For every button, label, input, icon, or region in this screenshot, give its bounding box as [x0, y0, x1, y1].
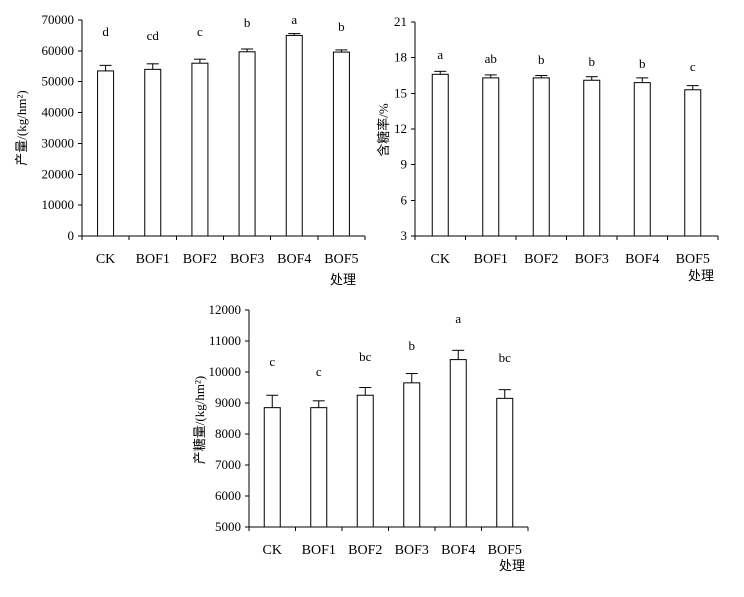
bar — [532, 77, 550, 237]
x-tick-label: BOF4 — [625, 252, 659, 267]
y-tick-label: 10000 — [209, 364, 242, 379]
significance-letter: a — [291, 12, 297, 27]
x-tick-label: BOF2 — [524, 252, 558, 267]
y-tick-label: 6000 — [215, 488, 241, 503]
y-tick-label: 50000 — [42, 74, 75, 89]
bar — [332, 51, 350, 237]
bar — [97, 70, 115, 237]
y-tick-label: 70000 — [42, 12, 75, 27]
significance-letter: c — [197, 24, 203, 39]
y-tick-label: 18 — [394, 50, 407, 65]
bar — [238, 51, 256, 237]
significance-letter: b — [589, 54, 596, 69]
bar — [144, 68, 162, 237]
significance-letter: b — [409, 338, 416, 353]
x-tick-label: CK — [263, 543, 282, 558]
y-tick-label: 21 — [394, 14, 407, 29]
x-tick-label: BOF1 — [302, 543, 336, 558]
y-axis-label: 产量/(kg/hm²) — [14, 90, 29, 165]
bar — [431, 73, 449, 237]
chart-yield: 0 10000 20000 30000 40000 50000 60000 70000 d CK c… — [14, 12, 366, 287]
x-axis-label: 处理 — [499, 558, 525, 573]
x-tick-label: BOF2 — [183, 252, 217, 267]
y-tick-label: 5000 — [215, 519, 241, 534]
y-tick-label: 0 — [68, 228, 75, 243]
x-tick-label: BOF5 — [324, 252, 358, 267]
y-tick-label: 15 — [394, 85, 407, 100]
significance-letter: d — [102, 24, 109, 39]
x-axis-label: 处理 — [330, 272, 356, 287]
chart-sugar-yield: 5000 6000 7000 8000 9000 10000 11000 12000 c CK c B… — [192, 302, 529, 573]
significance-letter: bc — [359, 349, 372, 364]
bar — [496, 397, 514, 528]
bar — [583, 79, 601, 237]
x-tick-label: BOF2 — [348, 543, 382, 558]
bar — [684, 89, 702, 237]
bar — [310, 407, 328, 528]
y-tick-label: 6 — [401, 192, 408, 207]
x-tick-label: CK — [96, 252, 115, 267]
significance-letter: cd — [147, 28, 160, 43]
bar — [285, 34, 303, 237]
y-tick-label: 9000 — [215, 395, 241, 410]
x-tick-label: BOF5 — [676, 252, 710, 267]
y-tick-label: 9 — [401, 157, 408, 172]
bar — [263, 407, 281, 528]
significance-letter: c — [269, 354, 275, 369]
significance-letter: c — [690, 59, 696, 74]
significance-letter: bc — [499, 350, 512, 365]
bar — [482, 77, 500, 237]
bar — [356, 394, 374, 528]
y-tick-label: 3 — [401, 228, 408, 243]
x-tick-label: BOF5 — [488, 543, 522, 558]
significance-letter: ab — [485, 51, 497, 66]
bar — [633, 82, 651, 237]
bar — [191, 62, 209, 237]
x-tick-label: BOF1 — [474, 252, 508, 267]
y-tick-label: 12 — [394, 121, 407, 136]
significance-letter: c — [316, 364, 322, 379]
significance-letter: a — [437, 47, 443, 62]
y-tick-label: 12000 — [209, 302, 242, 317]
y-tick-label: 30000 — [42, 135, 75, 150]
x-tick-label: BOF1 — [136, 252, 170, 267]
significance-letter: b — [639, 56, 646, 71]
chart-sugar-content: 3 6 9 12 15 18 21 a CK ab BOF1 b BOF2 b BOF3 b BOF4 c BOF5… — [376, 14, 719, 283]
x-tick-label: BOF3 — [575, 252, 609, 267]
y-tick-label: 8000 — [215, 426, 241, 441]
y-tick-label: 10000 — [42, 197, 75, 212]
bar — [403, 382, 421, 528]
significance-letter: b — [244, 15, 251, 30]
y-tick-label: 40000 — [42, 105, 75, 120]
significance-letter: b — [538, 52, 545, 67]
significance-letter: a — [455, 311, 461, 326]
significance-letter: b — [338, 19, 345, 34]
y-tick-label: 11000 — [209, 333, 241, 348]
y-tick-label: 7000 — [215, 457, 241, 472]
x-tick-label: CK — [431, 252, 450, 267]
y-axis-label: 含糖率/% — [376, 103, 391, 157]
x-tick-label: BOF4 — [441, 543, 475, 558]
y-tick-label: 60000 — [42, 43, 75, 58]
x-tick-label: BOF3 — [395, 543, 429, 558]
x-axis-label: 处理 — [688, 268, 714, 283]
bar — [449, 359, 467, 528]
y-axis-label: 产糖量/(kg/hm²) — [192, 376, 207, 464]
x-tick-label: BOF3 — [230, 252, 264, 267]
y-tick-label: 20000 — [42, 166, 75, 181]
x-tick-label: BOF4 — [277, 252, 311, 267]
